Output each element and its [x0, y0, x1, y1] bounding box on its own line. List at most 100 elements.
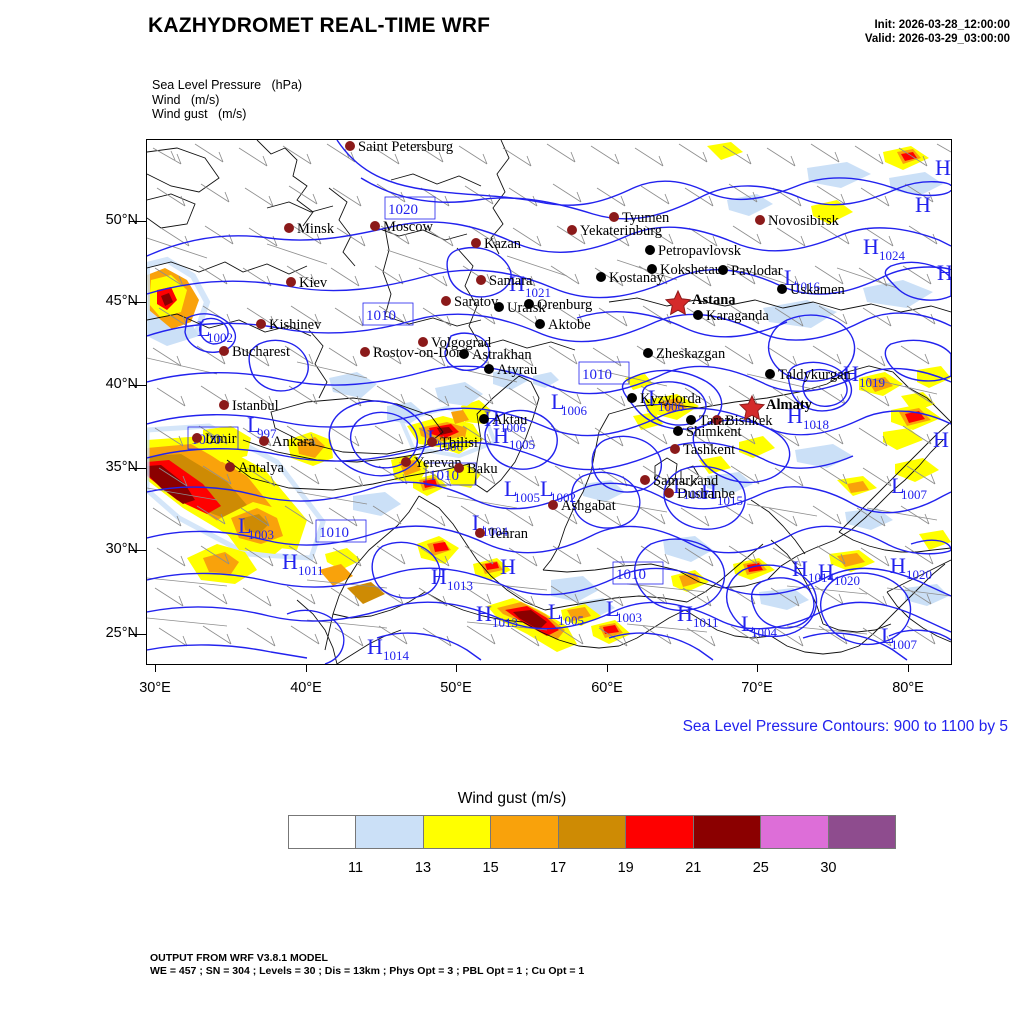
svg-text:H: H — [701, 479, 717, 504]
colorbar-swatch-8 — [827, 815, 896, 849]
svg-text:Pavlodar: Pavlodar — [731, 263, 783, 279]
svg-text:Taldykurgan: Taldykurgan — [778, 367, 852, 383]
svg-text:1006: 1006 — [437, 439, 464, 454]
contour-label: 1020 — [384, 196, 436, 220]
city-marker: Samara — [476, 273, 533, 289]
svg-text:Minsk: Minsk — [297, 221, 335, 237]
colorbar-title: Wind gust (m/s) — [457, 790, 567, 807]
pressure-center-H: H — [937, 260, 951, 285]
capital-marker: Astana — [664, 289, 736, 316]
city-marker: Uralsk — [494, 300, 546, 316]
svg-text:Kokshetau: Kokshetau — [660, 262, 722, 278]
svg-text:Aktobe: Aktobe — [548, 317, 591, 333]
svg-text:Saratov: Saratov — [454, 294, 499, 310]
city-marker: Uskamen — [777, 282, 846, 298]
init-time-label: Init: 2026-03-28_12:00:00 — [874, 19, 1010, 31]
svg-text:Almaty: Almaty — [766, 397, 813, 413]
svg-text:H: H — [509, 271, 525, 296]
svg-text:1013: 1013 — [447, 578, 473, 593]
city-marker: Taldykurgan — [765, 367, 852, 383]
xtick-label: 80°E — [892, 680, 924, 696]
pressure-center-H: H — [500, 554, 516, 579]
svg-text:Yekaterinburg: Yekaterinburg — [580, 223, 662, 239]
xtick-mark-70E — [757, 664, 758, 672]
svg-text:H: H — [863, 234, 879, 259]
city-marker: Karaganda — [693, 308, 769, 324]
xtick-label: 50°E — [440, 680, 472, 696]
contour-label: 1010 — [612, 561, 664, 585]
ytick-dash-40 — [129, 385, 146, 386]
city-marker: Kyzylorda — [627, 391, 702, 407]
city-marker: Saint Petersburg — [345, 140, 453, 155]
weather-map[interactable]: 1020 1010 1010 1010 1010 1010 1000 L 1002… — [146, 139, 952, 665]
svg-text:L: L — [673, 473, 686, 498]
svg-text:1016: 1016 — [794, 279, 821, 294]
svg-text:1015: 1015 — [717, 493, 743, 508]
svg-text:Tyumen: Tyumen — [622, 210, 670, 226]
field-wind: Wind (m/s) — [152, 92, 220, 107]
svg-text:Uskamen: Uskamen — [790, 282, 846, 298]
svg-text:1003: 1003 — [248, 527, 274, 542]
svg-text:Kiev: Kiev — [299, 275, 328, 291]
svg-text:Karaganda: Karaganda — [706, 308, 769, 324]
city-marker: Yerevan — [401, 455, 462, 471]
svg-text:Moscow: Moscow — [383, 219, 433, 235]
city-marker: Rostov-on-Don — [360, 345, 464, 361]
svg-text:H: H — [890, 553, 906, 578]
svg-text:Taraz: Taraz — [699, 413, 732, 429]
colorbar-swatches — [288, 815, 896, 849]
svg-text:L: L — [548, 599, 561, 624]
ytick-dash-30 — [129, 550, 146, 551]
svg-text:1006: 1006 — [658, 399, 685, 414]
page-title: KAZHYDROMET REAL-TIME WRF — [148, 14, 491, 37]
svg-text:L: L — [504, 476, 517, 501]
colorbar-swatch-1 — [355, 815, 423, 849]
model-info-footer: OUTPUT FROM WRF V3.8.1 MODEL WE = 457 ; … — [150, 952, 584, 978]
ytick-label: 45°N — [105, 293, 138, 309]
city-marker: Izmir — [192, 431, 237, 447]
city-marker: Istanbul — [219, 398, 279, 414]
pressure-center-H: H 1005 — [493, 423, 535, 452]
field-list: Sea Level Pressure (hPa) Wind (m/s) Wind… — [152, 78, 302, 122]
svg-text:Istanbul: Istanbul — [232, 398, 279, 414]
pressure-center-H: H 1018 — [787, 403, 829, 432]
ytick-dash-25 — [129, 634, 146, 635]
svg-text:H: H — [493, 423, 509, 448]
city-marker: Tbilisi — [427, 435, 478, 451]
svg-text:1019: 1019 — [859, 375, 885, 390]
colorbar-swatch-3 — [490, 815, 558, 849]
capital-marker: Almaty — [738, 394, 813, 421]
colorbar-swatch-5 — [625, 815, 693, 849]
city-marker: Samarkand — [640, 473, 719, 489]
city-marker: Kazan — [471, 236, 522, 252]
city-marker: Ashgabat — [548, 498, 616, 514]
city-marker: Yekaterinburg — [567, 223, 662, 239]
svg-text:Bishkek: Bishkek — [725, 413, 773, 429]
city-marker: Minsk — [284, 221, 335, 237]
svg-text:Izmir: Izmir — [205, 431, 237, 447]
city-marker: Bishkek — [712, 413, 773, 429]
xtick-mark-50E — [456, 664, 457, 672]
svg-text:L: L — [540, 476, 553, 501]
contour-labels: 1020 1010 1010 1010 1010 1010 1000 — [187, 196, 664, 585]
xtick-label: 60°E — [591, 680, 623, 696]
svg-text:1024: 1024 — [879, 248, 906, 263]
svg-text:H: H — [282, 549, 298, 574]
ytick-label: 50°N — [105, 212, 138, 228]
ytick-label: 30°N — [105, 541, 138, 557]
pressure-center-H: H 1021 — [509, 271, 551, 300]
pressure-center-H: H — [935, 155, 951, 180]
svg-text:Astrakhan: Astrakhan — [472, 347, 532, 363]
svg-text:L: L — [784, 265, 797, 290]
city-marker: Aktobe — [535, 317, 591, 333]
contour-label: 1010 — [362, 302, 414, 326]
ytick-label: 35°N — [105, 459, 138, 475]
svg-text:1010: 1010 — [616, 567, 646, 583]
ytick-label: 40°N — [105, 376, 138, 392]
colorbar-swatch-0 — [288, 815, 356, 849]
